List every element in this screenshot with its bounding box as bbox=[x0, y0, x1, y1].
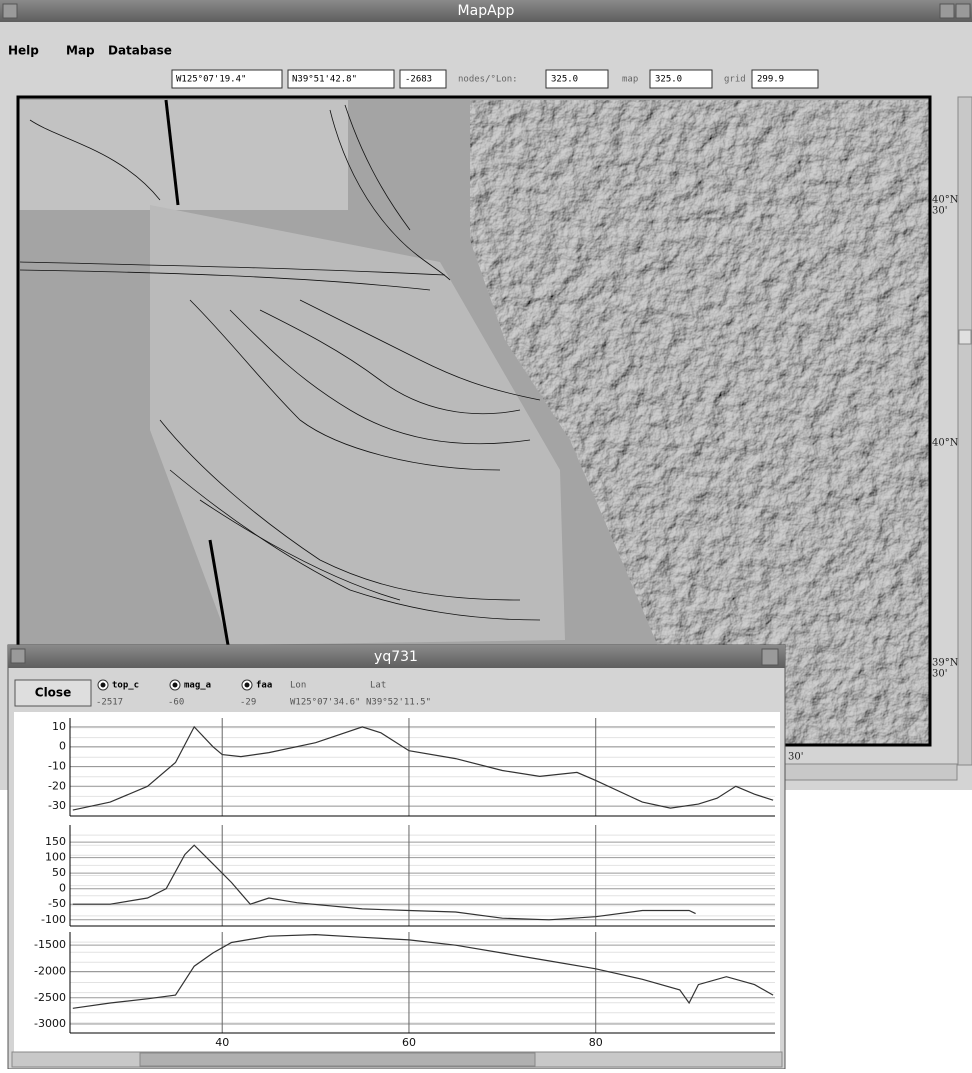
map-label: map bbox=[622, 75, 638, 85]
y-tick-label: -2500 bbox=[34, 991, 66, 1004]
scroll-thumb[interactable] bbox=[140, 1053, 535, 1066]
menu-item[interactable]: Help bbox=[8, 44, 39, 58]
window-menu-button[interactable] bbox=[11, 649, 25, 663]
lat-value: N39°52'11.5" bbox=[366, 698, 431, 708]
lon-value: W125°07'19.4" bbox=[176, 75, 246, 85]
lat-label: 39°N bbox=[932, 658, 959, 669]
radio-dot bbox=[245, 683, 250, 688]
lon-label: 30' bbox=[788, 752, 803, 763]
lon-label: Lon bbox=[290, 681, 306, 691]
y-tick-label: -100 bbox=[41, 913, 66, 926]
shelf bbox=[18, 100, 348, 210]
lat-label: 30' bbox=[932, 669, 947, 680]
nodes-label: nodes/°Lon: bbox=[458, 75, 518, 85]
y-tick-label: 100 bbox=[45, 851, 66, 864]
lat-label: 40°N bbox=[932, 195, 959, 206]
vertical-scrollbar[interactable] bbox=[958, 97, 972, 765]
maximize-button[interactable] bbox=[956, 4, 970, 18]
y-tick-label: 150 bbox=[45, 835, 66, 848]
nodes-value: 325.0 bbox=[551, 75, 578, 85]
depth-value: -2683 bbox=[405, 75, 432, 85]
y-tick-label: -20 bbox=[48, 779, 66, 792]
y-tick-label: 50 bbox=[52, 866, 66, 879]
y-tick-label: 0 bbox=[59, 740, 66, 753]
maximize-button[interactable] bbox=[762, 649, 778, 665]
radio-label: faa bbox=[256, 681, 272, 691]
lat-value: N39°51'42.8" bbox=[292, 75, 357, 85]
close-label: Close bbox=[35, 686, 71, 700]
readout: -60 bbox=[168, 698, 184, 708]
window-title: yq731 bbox=[374, 649, 418, 665]
lat-label: 40°N bbox=[932, 438, 959, 449]
y-tick-label: -2000 bbox=[34, 964, 66, 977]
readout: -29 bbox=[240, 698, 256, 708]
y-tick-label: -3000 bbox=[34, 1017, 66, 1030]
radio-label: mag_a bbox=[184, 681, 211, 691]
lat-label: Lat bbox=[370, 681, 386, 691]
lat-label: 30' bbox=[932, 206, 947, 217]
window-title: MapApp bbox=[458, 3, 515, 19]
map-value: 325.0 bbox=[655, 75, 682, 85]
lon-value: W125°07'34.6" bbox=[290, 698, 360, 708]
screen: MapApp Help Map Database W125°07'19.4" N… bbox=[0, 0, 972, 1069]
horizontal-scrollbar[interactable] bbox=[785, 764, 957, 780]
grid-value: 299.9 bbox=[757, 75, 784, 85]
y-tick-label: 10 bbox=[52, 720, 66, 733]
x-tick-label: 80 bbox=[589, 1036, 603, 1049]
y-tick-label: -50 bbox=[48, 897, 66, 910]
radio-label: top_c bbox=[112, 681, 139, 691]
radio-dot bbox=[101, 683, 106, 688]
menu-item[interactable]: Map bbox=[66, 44, 95, 58]
window-menu-button[interactable] bbox=[3, 4, 17, 18]
y-tick-label: -1500 bbox=[34, 938, 66, 951]
x-tick-label: 40 bbox=[215, 1036, 229, 1049]
y-tick-label: 0 bbox=[59, 882, 66, 895]
scroll-thumb[interactable] bbox=[959, 330, 971, 344]
menu-item[interactable]: Database bbox=[108, 44, 172, 58]
page: { "main_window": { "title": "MapApp", "m… bbox=[0, 0, 972, 1069]
readout: -2517 bbox=[96, 698, 123, 708]
grid-label: grid bbox=[724, 75, 746, 85]
y-tick-label: -10 bbox=[48, 760, 66, 773]
y-tick-label: -30 bbox=[48, 799, 66, 812]
radio-dot bbox=[173, 683, 178, 688]
minimize-button[interactable] bbox=[940, 4, 954, 18]
x-tick-label: 60 bbox=[402, 1036, 416, 1049]
